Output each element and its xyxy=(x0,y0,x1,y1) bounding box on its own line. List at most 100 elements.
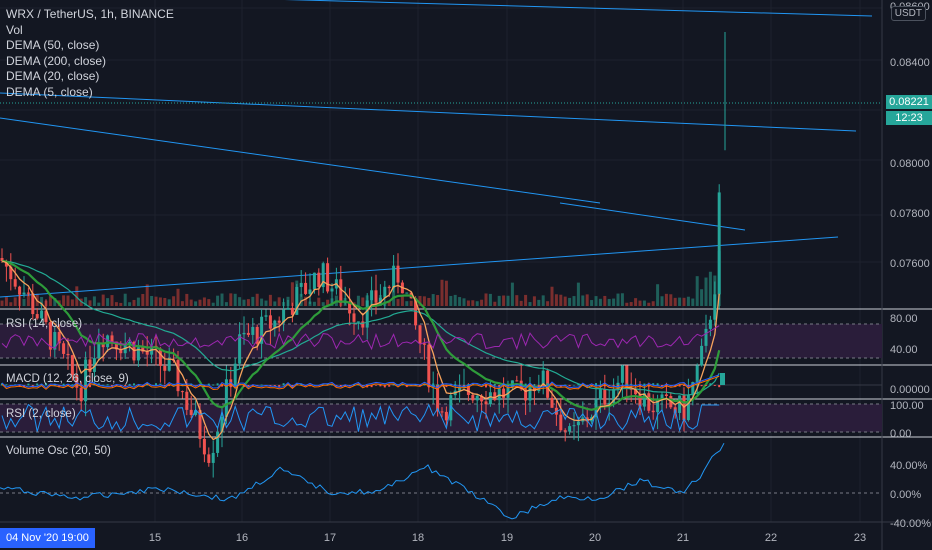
macd-histogram-bar xyxy=(419,385,421,387)
macd-histogram-bar xyxy=(141,385,144,387)
volosc-line xyxy=(0,442,725,520)
volume-bar xyxy=(26,293,30,306)
current-price-tag: 0.08221 xyxy=(886,95,932,109)
macd-histogram-bar xyxy=(300,383,303,386)
candle-body xyxy=(97,342,101,359)
candle-body xyxy=(440,411,444,413)
macd-histogram-bar xyxy=(124,385,127,387)
candle-body xyxy=(625,365,629,389)
legend-dema50[interactable]: DEMA (50, close) xyxy=(6,38,100,52)
rsi14-label[interactable]: RSI (14, close) xyxy=(6,318,83,330)
macd-histogram-bar xyxy=(489,385,492,388)
volume-bar xyxy=(625,302,629,306)
candle-body xyxy=(378,297,382,303)
price-tick-label: 0.07600 xyxy=(890,258,930,270)
legend-dema200[interactable]: DEMA (200, close) xyxy=(6,53,107,68)
volume-bar xyxy=(97,302,101,306)
candle-body xyxy=(286,307,290,310)
candle-body xyxy=(317,272,321,288)
macd-histogram-bar xyxy=(595,383,597,386)
volume-bar xyxy=(356,295,360,306)
volume-bar xyxy=(312,301,316,306)
dema5-line xyxy=(1,260,720,441)
currency-badge[interactable]: USDT xyxy=(890,6,926,21)
candle-body xyxy=(224,379,228,417)
candle-body xyxy=(572,425,576,427)
volume-bar xyxy=(317,297,321,306)
rsi14-line xyxy=(1,325,720,351)
legend-dema20[interactable]: DEMA (20, close) xyxy=(6,69,100,83)
macd-histogram-bar xyxy=(45,383,47,386)
macd-histogram-bar xyxy=(379,385,382,387)
volume-bar xyxy=(48,296,52,306)
volume-bar xyxy=(488,293,492,306)
time-tick-label: 23 xyxy=(854,532,866,544)
candle-body xyxy=(273,320,277,329)
candle-body xyxy=(647,393,651,411)
rsi2-label[interactable]: RSI (2, close) xyxy=(6,408,76,420)
macd-histogram-bar xyxy=(485,385,487,388)
volume-bar xyxy=(70,299,74,306)
trendlines[interactable] xyxy=(0,0,882,298)
symbol-title[interactable]: WRX / TetherUS, 1h, BINANCE xyxy=(6,7,174,21)
volosc-label[interactable]: Volume Osc (20, 50) xyxy=(6,445,111,457)
candle-body xyxy=(484,401,488,405)
pane-tick-label: 80.00 xyxy=(890,313,918,325)
candle-body xyxy=(524,389,528,401)
volume-bars xyxy=(0,251,721,306)
macd-histogram-bar xyxy=(493,384,496,386)
macd-histogram-bar xyxy=(163,385,166,387)
axis-labels: 0.086000.084000.080000.078000.0760080.00… xyxy=(149,1,931,544)
volume-bar xyxy=(462,298,466,306)
candle-body xyxy=(35,314,39,319)
candle-body xyxy=(427,344,431,387)
candle-body xyxy=(132,341,136,361)
candle-body xyxy=(220,416,224,432)
volume-bar xyxy=(233,293,237,306)
candle-body xyxy=(216,431,220,453)
macd-histogram-bar xyxy=(458,385,461,387)
candle-body xyxy=(194,410,198,415)
volume-bar xyxy=(546,301,550,306)
volume-bar xyxy=(444,280,448,306)
volume-bar xyxy=(163,297,167,306)
candle-body xyxy=(44,310,48,323)
volume-bar xyxy=(519,300,523,306)
volume-bar xyxy=(695,276,699,306)
macd-histogram-bar xyxy=(612,385,615,387)
volume-bar xyxy=(290,282,294,306)
time-tick-label: 15 xyxy=(149,532,161,544)
macd-histogram-bar xyxy=(212,384,215,386)
macd-histogram-bar xyxy=(282,383,285,386)
macd-histogram-bar xyxy=(251,385,254,387)
volume-bar xyxy=(673,297,677,306)
legend-dema5[interactable]: DEMA (5, close) xyxy=(6,84,93,99)
volume-bar xyxy=(669,294,673,306)
macd-histogram-bar xyxy=(392,383,395,386)
candle-body xyxy=(9,266,13,280)
volume-bar xyxy=(40,296,44,306)
candle-body xyxy=(585,417,589,422)
candle-body xyxy=(277,320,281,323)
volume-bar xyxy=(656,284,660,306)
candle-body xyxy=(497,388,501,401)
candle-body xyxy=(370,290,374,301)
volume-bar xyxy=(651,301,655,306)
macd-histogram-bar xyxy=(542,385,545,387)
legend-vol[interactable]: Vol xyxy=(6,22,23,37)
candle-body xyxy=(158,348,162,366)
candle-body xyxy=(603,389,607,405)
volume-bar xyxy=(246,299,250,306)
candle-body xyxy=(290,307,294,315)
macd-histogram-bar xyxy=(709,383,712,386)
rsi2-line xyxy=(1,403,720,433)
macd-histogram-bar xyxy=(568,385,571,387)
volume-bar xyxy=(92,296,96,306)
candle-body xyxy=(185,391,189,410)
candle-body xyxy=(242,332,246,335)
trendline xyxy=(0,236,839,298)
volume-bar xyxy=(150,295,154,306)
macd-label[interactable]: MACD (12, 26, close, 9) xyxy=(6,373,129,385)
macd-histogram-bar xyxy=(705,385,707,386)
